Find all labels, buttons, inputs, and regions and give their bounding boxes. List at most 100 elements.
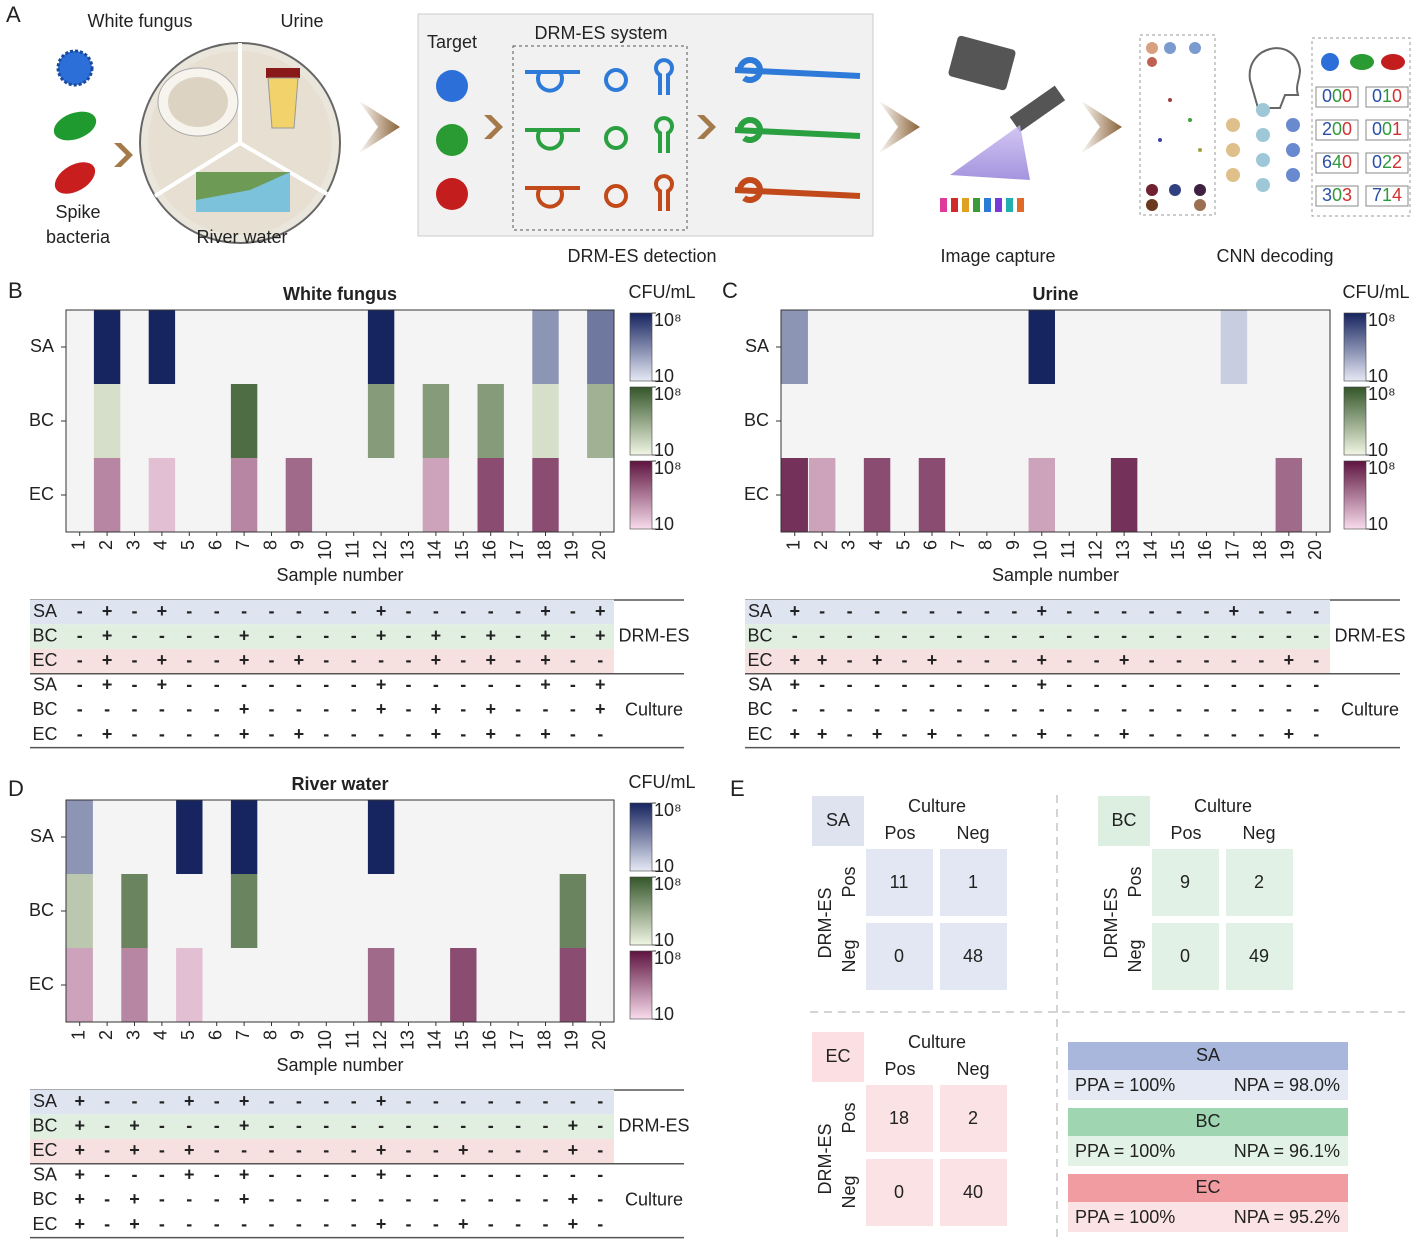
result-mark: - (1203, 724, 1209, 744)
result-mark: - (186, 675, 192, 695)
x-tick-label: 10 (1031, 540, 1051, 560)
panel-label: A (6, 2, 21, 27)
result-mark: - (104, 1115, 110, 1135)
result-mark: - (77, 650, 83, 670)
flow-arrow (358, 100, 400, 154)
bacteria-icon (1381, 54, 1405, 70)
heat-cell (176, 800, 203, 874)
result-mark: - (1149, 601, 1155, 621)
x-tick-label: 15 (1168, 540, 1188, 560)
result-mark: - (1011, 650, 1017, 670)
cell-value: 0 (1180, 946, 1190, 966)
result-mark: - (214, 1214, 220, 1234)
result-mark: + (239, 724, 250, 744)
result-mark: - (984, 650, 990, 670)
result-mark: - (214, 1189, 220, 1209)
code-text: 022 (1372, 152, 1402, 172)
result-mark: - (214, 1140, 220, 1160)
colorbar-label: 10⁸ (1368, 310, 1396, 330)
result-mark: - (1121, 601, 1127, 621)
x-tick-label: 11 (1058, 540, 1078, 559)
result-mark: - (214, 601, 220, 621)
result-mark: - (460, 699, 466, 719)
result-mark: - (984, 601, 990, 621)
result-mark: - (378, 1115, 384, 1135)
result-mark: - (1231, 675, 1237, 695)
result-mark: - (515, 1140, 521, 1160)
code-text: 000 (1322, 86, 1352, 106)
heat-cell (532, 384, 559, 458)
flashlight-icon (1009, 85, 1066, 132)
result-mark: - (902, 675, 908, 695)
result-mark: + (376, 601, 387, 621)
result-mark: + (157, 675, 168, 695)
result-mark: - (132, 1165, 138, 1185)
result-mark: + (184, 1165, 195, 1185)
result-mark: - (515, 724, 521, 744)
row-label: EC (32, 1140, 57, 1160)
result-mark: - (269, 1214, 275, 1234)
result-mark: - (956, 699, 962, 719)
result-mark: - (296, 1091, 302, 1111)
result-mark: - (433, 1115, 439, 1135)
result-mark: - (819, 625, 825, 645)
colorbar-label: 10 (1368, 366, 1388, 386)
river-bank (196, 172, 290, 200)
result-mark: - (378, 1189, 384, 1209)
code-box (1365, 185, 1409, 207)
result-mark: - (847, 724, 853, 744)
result-mark: + (1037, 675, 1048, 695)
heat-cell (93, 384, 121, 458)
result-mark: + (74, 1091, 85, 1111)
result-mark: - (1176, 675, 1182, 695)
result-mark: - (902, 724, 908, 744)
x-tick-label: 13 (397, 540, 417, 560)
result-mark: - (570, 1165, 576, 1185)
heat-cell (148, 310, 176, 384)
result-mark: + (1119, 724, 1130, 744)
result-mark: - (296, 625, 302, 645)
result-mark: + (872, 650, 883, 670)
result-mark: - (1231, 699, 1237, 719)
result-mark: + (102, 724, 113, 744)
result-mark: - (460, 650, 466, 670)
result-mark: - (351, 601, 357, 621)
x-tick-label: 2 (96, 1030, 116, 1040)
cell-value: 18 (889, 1108, 909, 1128)
code-box (1315, 86, 1359, 108)
row-band (30, 1138, 614, 1164)
row-label: BC (744, 410, 769, 430)
x-tick-label: 17 (507, 540, 527, 560)
result-mark: + (239, 1189, 250, 1209)
result-mark: - (515, 699, 521, 719)
result-mark: + (817, 724, 828, 744)
column-label: Neg (956, 1059, 989, 1079)
result-mark: - (1231, 724, 1237, 744)
result-mark: + (431, 650, 442, 670)
result-mark: - (819, 601, 825, 621)
result-mark: - (1094, 650, 1100, 670)
result-mark: - (296, 1189, 302, 1209)
row-label: SA (30, 336, 54, 356)
result-mark: - (1176, 650, 1182, 670)
heat-cell (1028, 458, 1055, 532)
result-mark: - (323, 724, 329, 744)
colorbar-label: 10⁸ (1368, 458, 1396, 478)
result-mark: - (351, 1189, 357, 1209)
result-mark: + (102, 675, 113, 695)
result-mark: - (1313, 625, 1319, 645)
x-tick-label: 16 (479, 1030, 499, 1050)
colorbar (629, 802, 653, 872)
x-tick-label: 6 (205, 1030, 225, 1040)
result-mark: - (132, 625, 138, 645)
x-tick-label: 3 (123, 1030, 143, 1040)
result-mark: + (540, 650, 551, 670)
row-band (30, 599, 614, 625)
bacteria-icon (1350, 54, 1374, 70)
result-mark: - (792, 625, 798, 645)
result-mark: - (1203, 625, 1209, 645)
column-title: Culture (908, 796, 966, 816)
summary-header (1068, 1108, 1348, 1136)
result-mark: + (595, 625, 606, 645)
